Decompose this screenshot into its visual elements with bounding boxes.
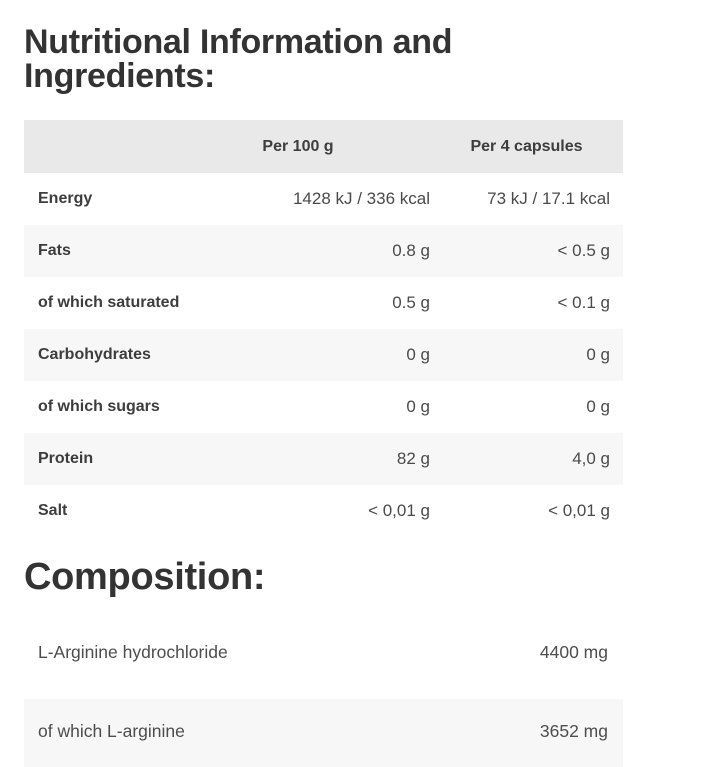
row-label: Protein [38, 450, 94, 467]
header-per-100g: Per 100 g [262, 137, 334, 155]
composition-label: L-Arginine hydrochloride [38, 642, 228, 662]
row-value-per-100g: 1428 kJ / 336 kcal [292, 189, 430, 208]
table-row-protein: Protein 82 g 4,0 g [24, 433, 623, 485]
row-value-per-4-capsules: 0 g [586, 345, 610, 364]
composition-amount: 3652 mg [539, 721, 608, 741]
header-per-4-capsules: Per 4 capsules [470, 137, 583, 155]
row-label: Salt [38, 502, 68, 519]
row-label: Energy [38, 190, 93, 207]
table-row-carbohydrates: Carbohydrates 0 g 0 g [24, 329, 623, 381]
row-value-per-4-capsules: 0 g [586, 397, 610, 416]
nutrition-table-header: Per 100 g Per 4 capsules [24, 120, 623, 173]
composition-amount: 4400 mg [539, 642, 608, 662]
composition-row-arginine-hcl: L-Arginine hydrochloride 4400 mg [24, 620, 623, 699]
table-row-energy: Energy 1428 kJ / 336 kcal 73 kJ / 17.1 k… [24, 173, 623, 225]
row-label: of which saturated [38, 294, 180, 311]
table-row-saturated: of which saturated 0.5 g < 0.1 g [24, 277, 623, 329]
composition-label: of which L-arginine [38, 721, 185, 741]
row-label: Fats [38, 242, 71, 259]
composition-title: Composition: [24, 556, 266, 598]
row-value-per-4-capsules: 4,0 g [572, 449, 610, 468]
nutrition-table-body: Energy 1428 kJ / 336 kcal 73 kJ / 17.1 k… [24, 173, 623, 537]
row-value-per-4-capsules: < 0,01 g [548, 501, 610, 520]
nutrition-table: Per 100 g Per 4 capsules Energy 1428 kJ … [24, 120, 623, 537]
table-row-fats: Fats 0.8 g < 0.5 g [24, 225, 623, 277]
row-value-per-4-capsules: < 0.5 g [557, 241, 610, 260]
row-value-per-4-capsules: < 0.1 g [557, 293, 610, 312]
row-value-per-100g: 0.5 g [392, 293, 430, 312]
row-value-per-100g: < 0,01 g [368, 501, 430, 520]
row-label: of which sugars [38, 398, 160, 415]
row-value-per-100g: 0.8 g [392, 241, 430, 260]
row-label: Carbohydrates [38, 346, 151, 363]
composition-row-l-arginine: of which L-arginine 3652 mg [24, 699, 623, 767]
row-value-per-4-capsules: 73 kJ / 17.1 kcal [487, 189, 610, 208]
section-title: Nutritional Information and Ingredients: [24, 23, 453, 95]
row-value-per-100g: 82 g [396, 449, 430, 468]
table-row-salt: Salt < 0,01 g < 0,01 g [24, 485, 623, 537]
row-value-per-100g: 0 g [406, 397, 430, 416]
table-row-sugars: of which sugars 0 g 0 g [24, 381, 623, 433]
row-value-per-100g: 0 g [406, 345, 430, 364]
composition-table: L-Arginine hydrochloride 4400 mg of whic… [24, 620, 623, 767]
